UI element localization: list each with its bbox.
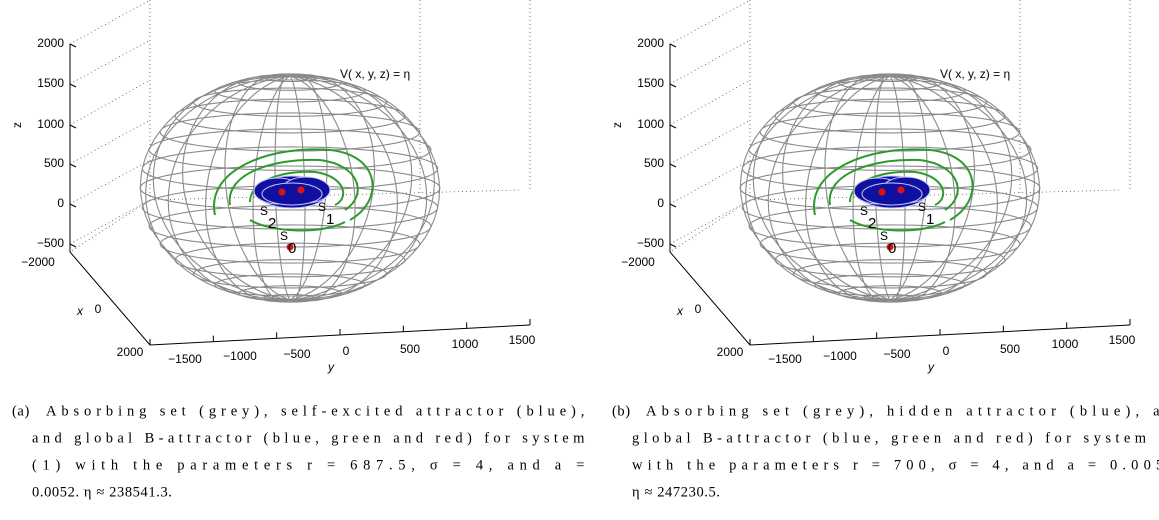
tick-mark xyxy=(69,203,77,208)
annotation: V( x, y, z) = η xyxy=(340,67,410,81)
y-tick-label: 1000 xyxy=(1052,337,1079,351)
tick-mark xyxy=(669,124,677,129)
z-tick-label: 2000 xyxy=(37,36,64,50)
equilibrium xyxy=(297,186,305,194)
point-name: S xyxy=(880,229,888,243)
x-tick-label: 0 xyxy=(95,302,102,316)
y-tick-label: 1000 xyxy=(452,337,479,351)
green-trajectories xyxy=(812,148,974,232)
caption-line: and global B-attractor (blue, green and … xyxy=(32,430,585,446)
y-tick-label: −1000 xyxy=(223,349,257,363)
point-subscript: 2 xyxy=(268,215,276,232)
z-tick-label: 1000 xyxy=(37,117,64,131)
y-tick-label: −1000 xyxy=(823,349,857,363)
y-tick-label: −1500 xyxy=(168,352,202,366)
caption-line: (1) with the parameters r = 687.5, σ = 4… xyxy=(32,457,585,473)
y-tick-label: −500 xyxy=(283,347,310,361)
tick-mark xyxy=(69,243,77,248)
caption-line: Absorbing set (grey), self-excited attra… xyxy=(46,403,585,419)
z-tick-label: 500 xyxy=(44,156,64,170)
green-trajectories xyxy=(212,148,374,232)
x-axis-label: x xyxy=(676,304,684,318)
z-axis-label: z xyxy=(610,122,624,128)
point-subscript: 0 xyxy=(888,240,896,257)
attractor xyxy=(861,182,923,206)
y-tick-label: 0 xyxy=(343,344,350,358)
point-name: S xyxy=(280,229,288,243)
x-axis-label: x xyxy=(76,304,84,318)
z-tick-label: 1500 xyxy=(37,76,64,90)
attractor xyxy=(261,182,323,206)
y-tick-label: 500 xyxy=(400,342,420,356)
x-tick-label: 0 xyxy=(695,302,702,316)
x-tick-label: −2000 xyxy=(621,255,655,269)
z-axis-label: z xyxy=(10,122,24,128)
x-tick-label: −2000 xyxy=(21,255,55,269)
point-name: S xyxy=(918,200,926,214)
tick-mark xyxy=(669,83,677,88)
tick-mark xyxy=(69,163,77,168)
point-subscript: 0 xyxy=(288,240,296,257)
equilibrium xyxy=(886,243,894,251)
equilibrium xyxy=(286,243,294,251)
point-name: S xyxy=(318,200,326,214)
equilibrium xyxy=(878,188,886,196)
caption-line: Absorbing set (grey), hidden attractor (… xyxy=(646,403,1159,419)
y-axis-label: y xyxy=(327,360,335,374)
caption-line: global B-attractor (blue, green and red)… xyxy=(632,430,1159,446)
caption-line: 0.0052. η ≈ 238541.3. xyxy=(32,484,173,500)
z-tick-label: 0 xyxy=(657,196,664,210)
y-axis-label: y xyxy=(927,360,935,374)
tick-mark xyxy=(669,43,677,48)
point-subscript: 2 xyxy=(868,215,876,232)
point-label: S0 xyxy=(280,229,296,257)
point-label: S1 xyxy=(918,200,934,228)
y-tick-label: 500 xyxy=(1000,342,1020,356)
z-tick-label: 500 xyxy=(644,156,664,170)
caption-tag: (b) xyxy=(612,403,631,419)
z-tick-label: 1000 xyxy=(637,117,664,131)
tick-mark xyxy=(69,124,77,129)
y-tick-label: −1500 xyxy=(768,352,802,366)
box-grid xyxy=(669,0,1131,253)
z-tick-label: 2000 xyxy=(637,36,664,50)
z-tick-label: −500 xyxy=(637,236,664,250)
x-tick-label: 2000 xyxy=(717,345,744,359)
y-tick-label: 0 xyxy=(943,344,950,358)
tick-mark xyxy=(669,203,677,208)
tick-mark xyxy=(69,43,77,48)
box-grid xyxy=(69,0,531,253)
z-tick-label: 1500 xyxy=(637,76,664,90)
caption-line: with the parameters r = 700, σ = 4, and … xyxy=(632,457,1159,473)
point-label: S2 xyxy=(260,204,276,232)
x-tick-label: 2000 xyxy=(117,345,144,359)
y-tick-label: 1500 xyxy=(1109,333,1136,347)
tick-mark xyxy=(669,163,677,168)
y-tick-label: 1500 xyxy=(509,333,536,347)
point-label: S1 xyxy=(318,200,334,228)
point-subscript: 1 xyxy=(926,211,934,228)
point-name: S xyxy=(860,204,868,218)
equilibrium xyxy=(278,188,286,196)
point-label: S0 xyxy=(880,229,896,257)
tick-mark xyxy=(669,243,677,248)
tick-mark xyxy=(69,83,77,88)
equilibrium xyxy=(897,186,905,194)
caption-tag: (a) xyxy=(12,403,30,419)
z-tick-label: 0 xyxy=(57,196,64,210)
point-subscript: 1 xyxy=(326,211,334,228)
z-tick-label: −500 xyxy=(37,236,64,250)
caption-line: η ≈ 247230.5. xyxy=(632,484,721,500)
y-tick-label: −500 xyxy=(883,347,910,361)
point-label: S2 xyxy=(860,204,876,232)
point-name: S xyxy=(260,204,268,218)
annotation: V( x, y, z) = η xyxy=(940,67,1010,81)
